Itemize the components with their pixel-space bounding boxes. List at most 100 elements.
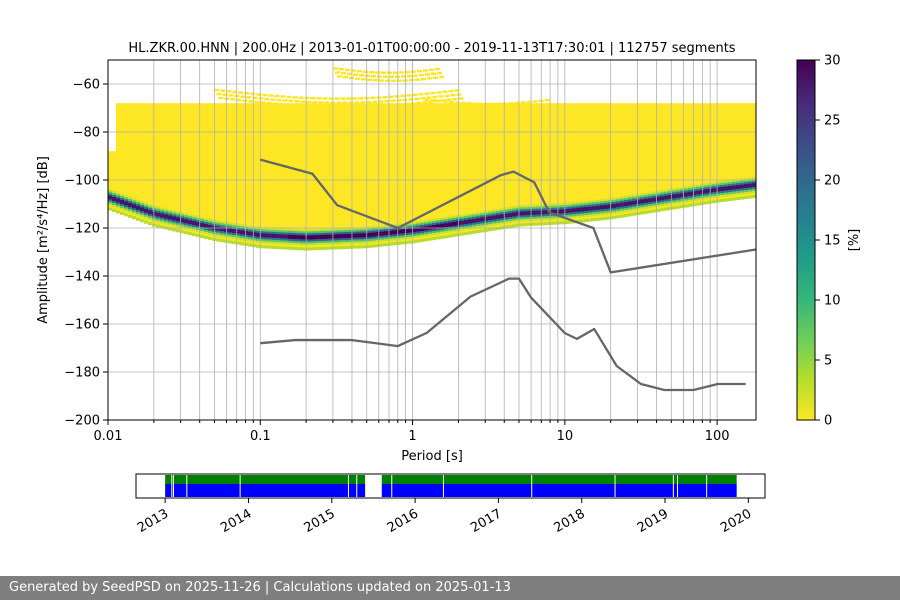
density-cell xyxy=(444,233,449,236)
density-cell xyxy=(472,218,477,221)
density-cell xyxy=(338,105,344,108)
density-cell xyxy=(348,235,353,239)
density-cell xyxy=(660,200,665,203)
density-cell xyxy=(452,97,458,101)
density-cell xyxy=(540,204,545,207)
density-cell xyxy=(276,236,281,239)
density-cell xyxy=(612,195,617,199)
density-cell xyxy=(444,231,449,234)
density-cell xyxy=(280,234,285,237)
density-cell xyxy=(284,228,289,231)
density-cell xyxy=(536,103,541,203)
density-cell xyxy=(324,230,329,234)
density-cell xyxy=(516,219,521,222)
density-cell xyxy=(380,104,386,107)
density-cell xyxy=(352,237,357,240)
density-cell xyxy=(372,244,377,248)
density-cell xyxy=(412,240,417,244)
density-cell xyxy=(584,212,589,216)
density-cell xyxy=(728,186,733,189)
density-cell xyxy=(412,230,417,233)
density-cell xyxy=(652,199,657,202)
density-cell xyxy=(152,203,157,206)
density-cell xyxy=(144,218,149,221)
density-cell xyxy=(488,220,493,223)
density-cell xyxy=(496,206,501,210)
density-cell xyxy=(436,103,441,217)
density-cell xyxy=(612,201,617,205)
density-cell xyxy=(460,214,465,217)
density-cell xyxy=(334,97,340,100)
density-cell xyxy=(648,204,653,207)
density-cell xyxy=(484,102,490,106)
density-cell xyxy=(484,224,489,228)
density-cell xyxy=(684,198,689,201)
density-cell xyxy=(116,210,121,214)
density-cell xyxy=(712,198,717,201)
density-cell xyxy=(516,207,521,210)
density-cell xyxy=(752,193,757,196)
density-cell xyxy=(348,243,353,247)
density-cell xyxy=(724,198,729,202)
coverage-data xyxy=(381,475,737,484)
density-cell xyxy=(252,234,257,237)
density-cell xyxy=(446,98,452,102)
density-cell xyxy=(752,175,757,178)
density-cell xyxy=(508,223,513,226)
density-cell xyxy=(504,223,509,226)
density-cell xyxy=(648,202,653,205)
density-cell xyxy=(288,99,294,103)
density-cell xyxy=(288,228,293,231)
density-cell xyxy=(428,237,433,241)
density-cell xyxy=(380,233,385,236)
density-cell xyxy=(740,192,745,195)
density-cell xyxy=(440,219,445,222)
density-cell xyxy=(472,216,477,219)
density-cell xyxy=(568,214,573,217)
density-cell xyxy=(428,103,433,218)
density-cell xyxy=(348,225,353,229)
density-cell xyxy=(660,192,665,195)
density-cell xyxy=(248,231,253,234)
density-cell xyxy=(256,93,262,96)
density-cell xyxy=(444,219,449,222)
y-axis-label: Amplitude [m²/s⁴/Hz] [dB] xyxy=(36,156,51,324)
density-cell xyxy=(360,237,365,240)
density-cell xyxy=(264,227,269,230)
density-cell xyxy=(428,100,434,103)
density-cell xyxy=(584,204,589,208)
density-cell xyxy=(188,103,193,213)
density-cell xyxy=(300,243,305,246)
density-cell xyxy=(222,93,228,96)
density-cell xyxy=(656,194,661,198)
density-cell xyxy=(564,207,569,210)
density-cell xyxy=(508,215,513,218)
density-cell xyxy=(240,222,245,225)
year-tick-label: 2018 xyxy=(552,506,588,536)
density-cell xyxy=(392,71,398,74)
density-cell xyxy=(592,206,597,209)
density-cell xyxy=(528,209,533,212)
density-cell xyxy=(388,232,393,235)
density-cell xyxy=(188,214,193,217)
density-cell xyxy=(320,230,325,234)
density-cell xyxy=(656,190,661,194)
density-cell xyxy=(172,216,177,219)
density-cell xyxy=(340,238,345,241)
density-cell xyxy=(512,222,517,225)
density-cell xyxy=(672,204,677,207)
density-cell xyxy=(200,219,205,222)
x-axis-label: Period [s] xyxy=(401,449,463,464)
density-cell xyxy=(416,69,422,73)
y-tick-label: −180 xyxy=(64,366,100,381)
density-cell xyxy=(164,216,169,219)
density-cell xyxy=(680,197,685,200)
density-cell xyxy=(264,103,269,226)
density-cell xyxy=(744,190,749,193)
density-cell xyxy=(352,73,358,76)
density-cell xyxy=(712,182,717,185)
density-cell xyxy=(144,202,149,205)
density-cell xyxy=(332,238,337,241)
density-cell xyxy=(228,230,233,233)
density-cell xyxy=(108,189,113,192)
